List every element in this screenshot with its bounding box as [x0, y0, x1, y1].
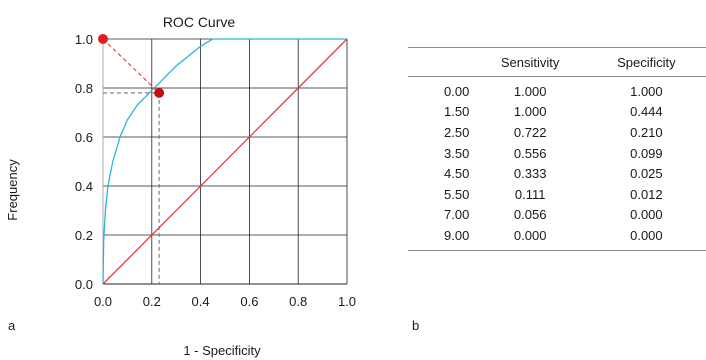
y-tick-label: 0.2 — [75, 228, 93, 243]
table-header-cell: Sensitivity — [500, 54, 560, 70]
table-row: 3.50 0.556 0.099 — [408, 143, 706, 164]
table-cell: 3.50 — [444, 145, 470, 161]
table-header-row: Sensitivity Specificity — [408, 47, 706, 77]
y-axis-label: Frequency — [5, 159, 20, 221]
table-row: 2.50 0.722 0.210 — [408, 122, 706, 143]
table-cell: 1.000 — [630, 83, 663, 99]
chart-title: ROC Curve — [163, 14, 236, 30]
table-cell: 9.00 — [444, 227, 470, 243]
table-header-cell: Specificity — [617, 54, 676, 70]
x-tick-label: 0.6 — [240, 294, 258, 309]
table-cell: 0.00 — [444, 83, 470, 99]
highlight-point — [154, 87, 165, 98]
x-axis-label: 1 - Specificity — [183, 343, 261, 358]
x-tick-label: 0.8 — [289, 294, 307, 309]
chart-grid — [102, 38, 348, 285]
table-cell: 0.722 — [513, 124, 547, 140]
threshold-table: Sensitivity Specificity 0.00 1.000 1.000… — [408, 47, 706, 251]
table-cell: 0.056 — [513, 207, 547, 223]
table-cell: 0.333 — [513, 166, 547, 182]
table-cell: 2.50 — [444, 124, 470, 140]
table-cell: 5.50 — [444, 186, 470, 202]
y-tick-label: 0.4 — [75, 179, 93, 194]
chart-axes: 0.0 0.2 0.4 0.6 0.8 1.0 0.0 0.2 0.4 0.6 0.8 1.0 — [75, 32, 356, 309]
table-row: 5.50 0.111 0.012 — [408, 184, 706, 205]
panel-label-b: b — [412, 318, 420, 333]
table-row: 4.50 0.333 0.025 — [408, 163, 706, 184]
table-row: 0.00 1.000 1.000 — [408, 77, 706, 102]
table-cell: 0.025 — [630, 166, 663, 182]
table-cell: 1.50 — [444, 104, 470, 120]
x-tick-label: 0.0 — [94, 294, 112, 309]
reference-diagonal-line — [102, 38, 348, 285]
table-cell: 0.111 — [514, 186, 546, 202]
table-header-cell — [408, 48, 474, 77]
panel-label-a: a — [8, 318, 16, 333]
x-tick-label: 0.2 — [143, 294, 161, 309]
table-cell: 0.000 — [513, 227, 547, 243]
chart-series — [102, 38, 348, 285]
y-tick-label: 1.0 — [75, 32, 93, 47]
table-cell: 1.000 — [513, 104, 547, 120]
table-row: 7.00 0.056 0.000 — [408, 205, 706, 226]
x-tick-label: 0.4 — [192, 294, 210, 309]
table-cell: 4.50 — [444, 166, 470, 182]
table-cell: 0.444 — [630, 104, 663, 120]
table-cell: 0.000 — [630, 227, 663, 243]
table-cell: 0.210 — [630, 124, 663, 140]
dashed-guide-line — [102, 38, 160, 94]
y-tick-label: 0.0 — [75, 277, 93, 292]
x-tick-label: 1.0 — [338, 294, 356, 309]
chart-annotations — [98, 34, 165, 284]
y-tick-label: 0.6 — [75, 130, 93, 145]
table-cell: 7.00 — [444, 207, 470, 223]
table-row: 1.50 1.000 0.444 — [408, 102, 706, 123]
table-cell: 1.000 — [513, 83, 547, 99]
table-cell: 0.099 — [630, 145, 663, 161]
table-cell: 0.012 — [630, 186, 663, 202]
highlight-point — [98, 34, 108, 44]
table-cell: 0.000 — [630, 207, 663, 223]
y-tick-label: 0.8 — [75, 81, 93, 96]
table-cell: 0.556 — [513, 145, 547, 161]
roc-curve-line — [102, 38, 347, 285]
table-row: 9.00 0.000 0.000 — [408, 225, 706, 251]
